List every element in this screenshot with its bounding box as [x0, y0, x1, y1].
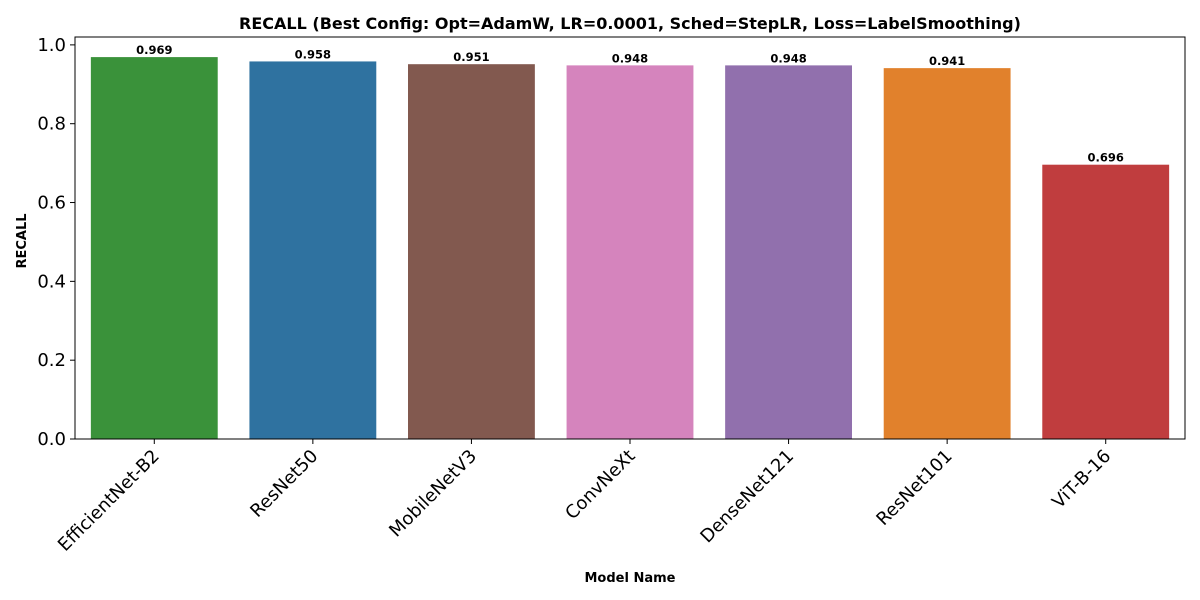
y-tick-label: 0.8 — [37, 114, 66, 135]
y-axis-label: RECALL — [15, 213, 30, 268]
bar-mobilenetv3 — [408, 64, 535, 439]
x-tick-label-densenet121: DenseNet121 — [696, 446, 798, 548]
bar-resnet50 — [249, 61, 377, 439]
y-axis: 0.0 0.2 0.4 0.6 0.8 1.0 — [37, 35, 75, 450]
x-tick-label-vit-b-16: ViT-B-16 — [1048, 446, 1115, 513]
x-tick-label-efficientnet-b2: EfficientNet-B2 — [54, 446, 164, 556]
y-tick-label: 1.0 — [37, 35, 66, 56]
plot-area-frame — [74, 36, 1186, 440]
x-tick-label-resnet50: ResNet50 — [246, 446, 322, 522]
bar-efficientnet-b2 — [90, 57, 218, 439]
value-label-convnext: 0.948 — [612, 51, 648, 65]
bar-convnext — [566, 65, 694, 440]
value-label-mobilenetv3: 0.951 — [453, 50, 489, 64]
y-tick-label: 0.2 — [37, 350, 66, 371]
bars-group — [90, 57, 1170, 440]
value-label-resnet50: 0.958 — [295, 47, 331, 61]
x-tick-label-resnet101: ResNet101 — [872, 446, 956, 530]
y-tick-label: 0.6 — [37, 193, 66, 214]
value-label-vit-b-16: 0.696 — [1088, 151, 1124, 165]
x-tick-label-mobilenetv3: MobileNetV3 — [385, 446, 481, 542]
y-tick-label: 0.0 — [37, 429, 66, 450]
bar-vit-b-16 — [1042, 164, 1170, 439]
chart-title: RECALL (Best Config: Opt=AdamW, LR=0.000… — [239, 14, 1021, 33]
bar-resnet101 — [883, 68, 1011, 440]
x-axis: EfficientNet-B2 ResNet50 MobileNetV3 ConvNe… — [54, 439, 1115, 556]
x-tick-label-convnext: ConvNeXt — [561, 446, 639, 524]
value-label-efficientnet-b2: 0.969 — [136, 43, 172, 57]
bar-densenet121 — [725, 65, 852, 440]
value-label-densenet121: 0.948 — [770, 51, 806, 65]
x-axis-label: Model Name — [585, 571, 676, 586]
value-labels-group: 0.969 0.958 0.951 0.948 0.948 0.941 0.696 — [136, 43, 1124, 165]
value-label-resnet101: 0.941 — [929, 54, 965, 68]
y-tick-label: 0.4 — [37, 271, 66, 292]
